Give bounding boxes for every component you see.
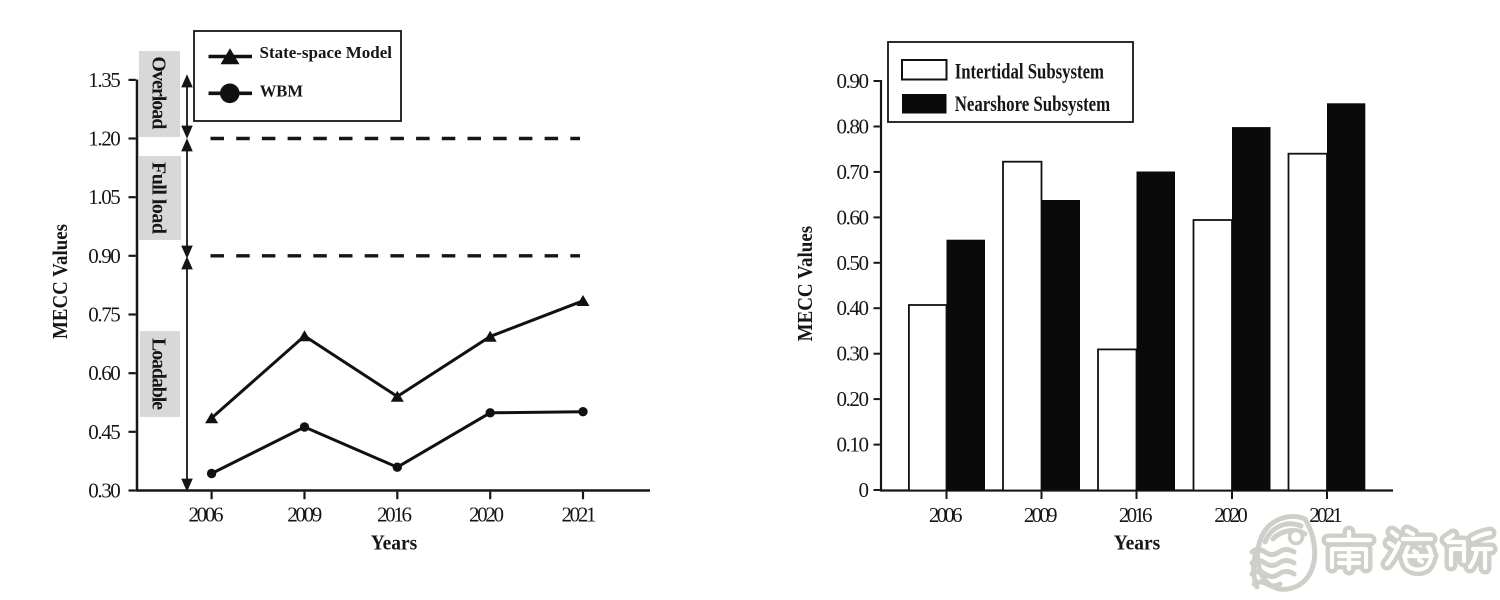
svg-text:2021: 2021: [1309, 503, 1343, 527]
svg-text:0.30: 0.30: [837, 342, 870, 366]
svg-text:Full load: Full load: [148, 162, 170, 234]
svg-text:0.80: 0.80: [837, 115, 870, 139]
svg-text:1.05: 1.05: [88, 185, 121, 209]
svg-text:0.10: 0.10: [837, 433, 870, 457]
svg-text:0.50: 0.50: [837, 251, 870, 275]
svg-text:1.20: 1.20: [88, 127, 121, 151]
svg-text:2021: 2021: [562, 503, 597, 527]
svg-text:WBM: WBM: [260, 82, 303, 101]
svg-text:2006: 2006: [929, 503, 963, 527]
svg-text:2016: 2016: [377, 503, 412, 527]
svg-text:Intertidal Subsystem: Intertidal Subsystem: [955, 58, 1104, 83]
svg-text:Nearshore Subsystem: Nearshore Subsystem: [955, 91, 1110, 116]
svg-text:Years: Years: [1114, 531, 1161, 555]
svg-text:0.45: 0.45: [88, 420, 121, 444]
svg-text:0.60: 0.60: [88, 361, 121, 385]
svg-text:0.60: 0.60: [837, 205, 870, 229]
svg-text:MECC Values: MECC Values: [793, 226, 817, 342]
svg-text:0.70: 0.70: [837, 160, 870, 184]
svg-text:0.20: 0.20: [837, 387, 870, 411]
svg-text:0: 0: [859, 478, 870, 502]
svg-text:0.40: 0.40: [837, 296, 870, 320]
svg-text:2009: 2009: [287, 503, 322, 527]
svg-text:2016: 2016: [1119, 503, 1153, 527]
svg-text:2020: 2020: [469, 503, 504, 527]
svg-text:0.90: 0.90: [837, 69, 870, 93]
svg-text:0.30: 0.30: [88, 479, 121, 503]
svg-text:2009: 2009: [1024, 503, 1058, 527]
svg-text:Overload: Overload: [148, 56, 170, 129]
svg-text:Loadable: Loadable: [148, 338, 170, 410]
svg-text:1.35: 1.35: [88, 68, 121, 92]
svg-text:Years: Years: [371, 531, 418, 555]
svg-text:2006: 2006: [189, 503, 224, 527]
svg-text:2020: 2020: [1214, 503, 1248, 527]
svg-text:0.90: 0.90: [88, 244, 121, 268]
svg-text:MECC Values: MECC Values: [48, 224, 72, 339]
svg-text:State-space Model: State-space Model: [260, 43, 393, 62]
svg-text:0.75: 0.75: [88, 303, 121, 327]
